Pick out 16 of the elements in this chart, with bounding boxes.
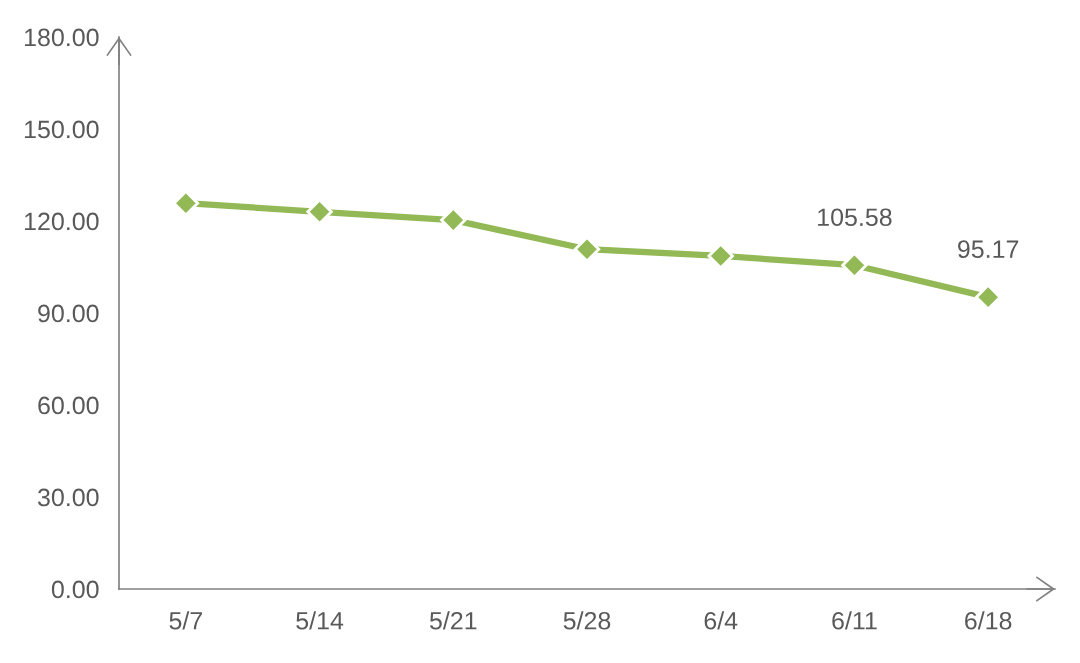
y-tick-label: 150.00 <box>25 120 99 139</box>
y-tick-label: 0.00 <box>51 580 99 599</box>
x-tick-label: 5/28 <box>563 611 611 630</box>
x-tick-label: 5/21 <box>429 611 477 630</box>
data-label: 105.58 <box>818 208 892 227</box>
data-label: 95.17 <box>958 240 1019 259</box>
x-tick-label: 5/7 <box>169 611 202 630</box>
y-tick-label: 60.00 <box>38 396 99 415</box>
y-tick-label: 120.00 <box>25 212 99 231</box>
x-tick-label: 6/4 <box>704 611 738 630</box>
x-tick-label: 6/11 <box>832 611 877 630</box>
y-tick-label: 30.00 <box>37 488 99 507</box>
x-tick-label: 5/14 <box>296 611 344 630</box>
y-tick-label: 90.00 <box>38 304 99 323</box>
x-tick-label: 6/18 <box>965 611 1012 630</box>
y-tick-label: 180.00 <box>25 28 99 47</box>
